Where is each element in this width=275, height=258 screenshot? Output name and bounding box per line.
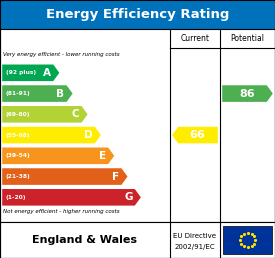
Text: 2002/91/EC: 2002/91/EC xyxy=(175,244,215,250)
Text: D: D xyxy=(84,130,93,140)
Text: (69-80): (69-80) xyxy=(6,112,30,117)
Text: Not energy efficient - higher running costs: Not energy efficient - higher running co… xyxy=(3,209,119,214)
Text: (92 plus): (92 plus) xyxy=(6,70,36,75)
Text: C: C xyxy=(72,109,79,119)
Text: Potential: Potential xyxy=(230,34,265,43)
Text: (1-20): (1-20) xyxy=(6,195,26,200)
Text: F: F xyxy=(112,172,119,182)
Text: 66: 66 xyxy=(189,130,205,140)
Bar xyxy=(0,222,275,258)
Polygon shape xyxy=(222,85,273,102)
Polygon shape xyxy=(2,168,128,185)
Polygon shape xyxy=(2,106,87,123)
Text: (55-68): (55-68) xyxy=(6,133,30,138)
Text: EU Directive: EU Directive xyxy=(174,233,216,239)
Text: Very energy efficient - lower running costs: Very energy efficient - lower running co… xyxy=(3,52,119,57)
Text: Energy Efficiency Rating: Energy Efficiency Rating xyxy=(46,8,229,21)
Polygon shape xyxy=(2,127,101,143)
Text: (39-54): (39-54) xyxy=(6,153,30,158)
Polygon shape xyxy=(2,189,141,206)
Polygon shape xyxy=(2,85,73,102)
Text: England & Wales: England & Wales xyxy=(32,235,138,245)
Polygon shape xyxy=(172,127,218,143)
Text: (81-91): (81-91) xyxy=(6,91,30,96)
Text: Current: Current xyxy=(180,34,210,43)
Text: E: E xyxy=(99,151,106,161)
Text: B: B xyxy=(56,88,64,99)
Polygon shape xyxy=(2,64,59,81)
Text: (21-38): (21-38) xyxy=(6,174,30,179)
Text: 86: 86 xyxy=(240,88,255,99)
Bar xyxy=(0,0,275,29)
Bar xyxy=(223,226,272,254)
Text: A: A xyxy=(43,68,51,78)
Polygon shape xyxy=(2,148,114,164)
Text: G: G xyxy=(124,192,133,202)
Bar xyxy=(0,29,275,222)
